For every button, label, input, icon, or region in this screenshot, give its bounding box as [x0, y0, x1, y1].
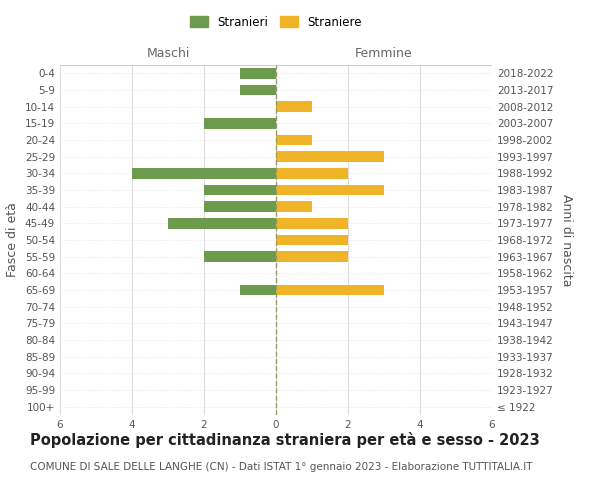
Bar [276, 284, 384, 296]
Bar [132, 168, 276, 179]
Bar [276, 151, 384, 162]
Bar [240, 84, 276, 96]
Text: COMUNE DI SALE DELLE LANGHE (CN) - Dati ISTAT 1° gennaio 2023 - Elaborazione TUT: COMUNE DI SALE DELLE LANGHE (CN) - Dati … [30, 462, 533, 472]
Text: Maschi: Maschi [146, 47, 190, 60]
Bar [240, 68, 276, 78]
Bar [204, 184, 276, 196]
Bar [276, 218, 348, 229]
Bar [240, 284, 276, 296]
Bar [276, 234, 348, 246]
Bar [276, 251, 348, 262]
Bar [276, 201, 312, 212]
Y-axis label: Fasce di età: Fasce di età [7, 202, 19, 278]
Legend: Stranieri, Straniere: Stranieri, Straniere [185, 11, 367, 34]
Text: Popolazione per cittadinanza straniera per età e sesso - 2023: Popolazione per cittadinanza straniera p… [30, 432, 540, 448]
Bar [204, 201, 276, 212]
Text: Femmine: Femmine [355, 47, 413, 60]
Bar [276, 168, 348, 179]
Y-axis label: Anni di nascita: Anni di nascita [560, 194, 573, 286]
Bar [276, 101, 312, 112]
Bar [276, 134, 312, 145]
Bar [204, 251, 276, 262]
Bar [276, 184, 384, 196]
Bar [168, 218, 276, 229]
Bar [204, 118, 276, 128]
